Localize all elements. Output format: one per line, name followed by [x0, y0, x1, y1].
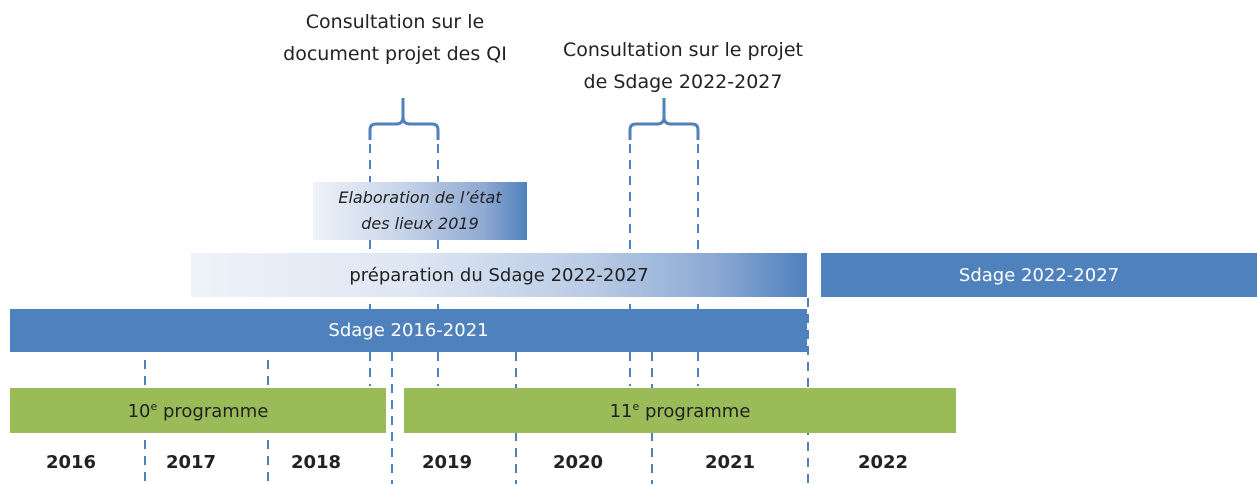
programme-label: 11e programme	[610, 400, 751, 422]
programme-text: programme	[639, 400, 751, 422]
consultation-note: Consultation sur le projet de Sdage 2022…	[533, 34, 833, 98]
sdage-next-bar: Sdage 2022-2027	[821, 253, 1257, 297]
year: 2019	[421, 452, 473, 473]
bracket	[628, 98, 700, 140]
year: 2021	[704, 452, 756, 473]
note-line: document projet des QI	[283, 43, 507, 65]
note-line: Consultation sur le projet	[563, 39, 803, 61]
box-line: des lieux 2019	[361, 214, 479, 233]
year: 2020	[552, 452, 604, 473]
consultation-note: Consultation sur le document projet des …	[245, 6, 545, 70]
programme-text: programme	[157, 400, 269, 422]
preparation-bar: préparation du Sdage 2022-2027	[191, 253, 807, 297]
programme-bar: 10e programme	[10, 388, 386, 433]
year: 2018	[290, 452, 342, 473]
year: 2017	[165, 452, 217, 473]
programme-number: 11	[609, 400, 633, 422]
superscript: e	[632, 399, 640, 413]
year: 2016	[45, 452, 97, 473]
state-of-places-box: Elaboration de l’état des lieux 2019	[313, 182, 527, 240]
programme-number: 10	[127, 400, 151, 422]
year: 2022	[857, 452, 909, 473]
bar-label: préparation du Sdage 2022-2027	[349, 264, 649, 286]
bar-label: Sdage 2016-2021	[328, 320, 489, 341]
bracket	[368, 98, 440, 140]
bar-label: Sdage 2022-2027	[958, 264, 1120, 286]
note-line: Consultation sur le	[305, 11, 485, 33]
programme-label: 10e programme	[128, 400, 269, 422]
note-line: de Sdage 2022-2027	[583, 71, 783, 93]
superscript: e	[150, 399, 158, 413]
sdage-current-bar: Sdage 2016-2021	[10, 309, 807, 352]
box-line: Elaboration de l’état	[338, 188, 502, 207]
programme-bar: 11e programme	[404, 388, 956, 433]
